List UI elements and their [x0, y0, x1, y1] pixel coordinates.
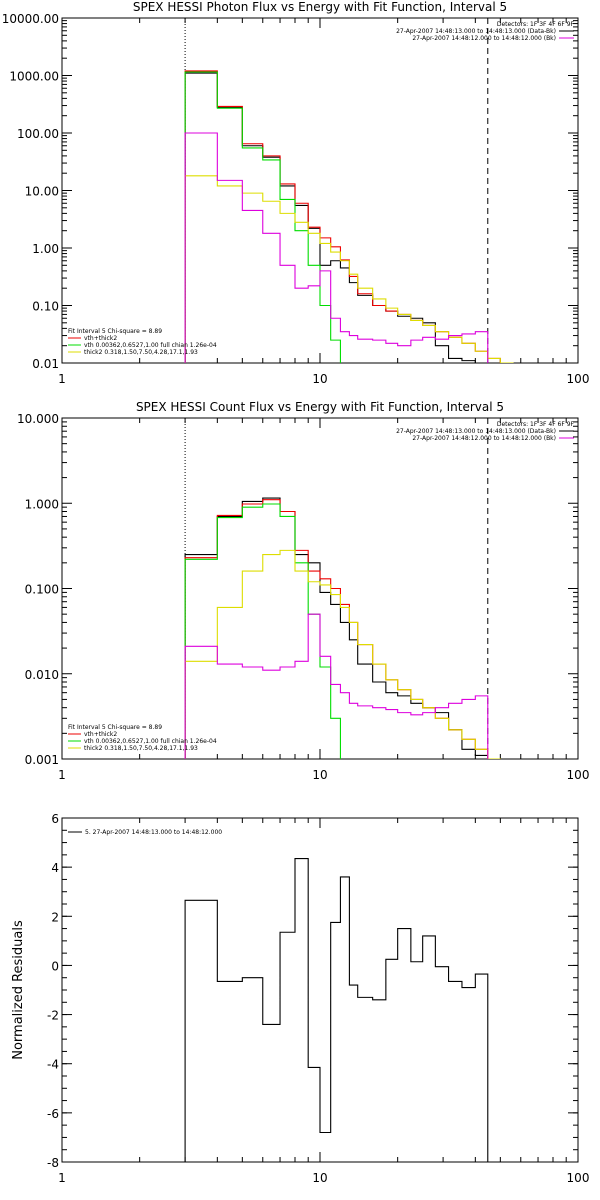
chart-panel-1: SPEX HESSI Photon Flux vs Energy with Fi…	[2, 0, 590, 386]
y-axis-label: Normalized Residuals	[11, 920, 26, 1060]
y-tick-label: 0.10	[32, 300, 59, 314]
y-tick-label: 0.100	[25, 583, 59, 597]
y-tick-label: 1.00	[32, 242, 59, 256]
series-data-line	[184, 857, 489, 1162]
chart-title: SPEX HESSI Photon Flux vs Energy with Fi…	[133, 0, 507, 14]
y-tick-label: 0.01	[32, 357, 59, 371]
y-tick-label: -4	[47, 1058, 59, 1072]
series-data-line	[184, 72, 489, 363]
legend-top: 5. 27-Apr-2007 14:48:13.000 to 14:48:12.…	[68, 829, 222, 836]
x-tick-label: 100	[567, 372, 590, 386]
data-layer	[184, 857, 489, 1162]
chart-title: SPEX HESSI Count Flux vs Energy with Fit…	[136, 400, 504, 414]
x-tick-label: 100	[567, 1171, 590, 1185]
legend-header: Fit Interval 5 Chi-square = 8.89	[68, 724, 162, 731]
x-tick-label: 10	[312, 768, 327, 782]
y-tick-label: 0.010	[25, 668, 59, 682]
legend-entry-label: 5. 27-Apr-2007 14:48:13.000 to 14:48:12.…	[85, 829, 222, 836]
legend-entry-label: thick2 0.318,1.50,7.50,4.28,17.1,1.93	[84, 349, 198, 356]
series-vth-line	[184, 71, 341, 363]
series-thick2-line	[184, 175, 514, 363]
y-tick-label: 10.00	[25, 185, 59, 199]
y-tick-label: 6	[51, 812, 59, 826]
legend-entry-label: vth 0.00362,0.6527,1.00 full chian 1.26e…	[84, 738, 217, 745]
series-background-line	[184, 613, 489, 759]
legend-header: Detectors: 1F 3F 4F 6F 9F	[497, 21, 575, 28]
x-tick-label: 100	[567, 768, 590, 782]
legend-header: Detectors: 1F 3F 4F 6F 9F	[497, 421, 575, 428]
plot-frame	[61, 17, 579, 364]
x-tick-label: 1	[58, 768, 66, 782]
series-total_fit-line	[184, 70, 514, 363]
legend-entry-label: 27-Apr-2007 14:48:13.000 to 14:48:13.000…	[396, 428, 556, 435]
series-vth-line	[184, 503, 341, 759]
series-data-line	[184, 497, 489, 759]
chart-panel-2: SPEX HESSI Count Flux vs Energy with Fit…	[17, 400, 590, 782]
y-tick-label: 0	[51, 959, 59, 973]
x-tick-label: 10	[312, 372, 327, 386]
legend-entry-label: 27-Apr-2007 14:48:13.000 to 14:48:13.000…	[396, 28, 556, 35]
y-tick-label: -8	[47, 1156, 59, 1170]
y-tick-label: 1.000	[25, 497, 59, 511]
y-tick-label: 4	[51, 861, 59, 875]
legend-bottom: Fit Interval 5 Chi-square = 8.89vth+thic…	[68, 724, 217, 752]
data-layer	[184, 497, 501, 759]
x-tick-label: 10	[312, 1171, 327, 1185]
legend-entry-label: thick2 0.318,1.50,7.50,4.28,17.1,1.93	[84, 745, 198, 752]
x-tick-label: 1	[58, 372, 66, 386]
data-layer	[184, 70, 514, 363]
legend-entry-label: vth+thick2	[84, 731, 117, 738]
legend-bottom: Fit Interval 5 Chi-square = 8.89vth+thic…	[68, 328, 217, 356]
x-tick-label: 1	[58, 1171, 66, 1185]
legend-entry-label: vth+thick2	[84, 335, 117, 342]
legend-entry-label: 27-Apr-2007 14:48:12.000 to 14:48:12.000…	[412, 35, 556, 42]
y-tick-label: 10000.00	[2, 12, 59, 26]
y-tick-label: 0.001	[25, 753, 59, 767]
y-tick-label: 10.000	[17, 412, 59, 426]
y-tick-label: -2	[47, 1009, 59, 1023]
chart-panel-3: 1 10 100 -8 -6 -4 -2 0 2 4 6 Normalized Residuals 5.…	[11, 812, 589, 1185]
legend-entry-label: vth 0.00362,0.6527,1.00 full chian 1.26e…	[84, 342, 217, 349]
legend-entry-label: 27-Apr-2007 14:48:12.000 to 14:48:12.000…	[412, 435, 556, 442]
y-tick-label: -6	[47, 1107, 59, 1121]
y-tick-label: 1000.00	[9, 70, 59, 84]
series-background-line	[184, 132, 489, 363]
y-tick-label: 2	[51, 910, 59, 924]
legend-header: Fit Interval 5 Chi-square = 8.89	[68, 328, 162, 335]
y-tick-label: 100.00	[17, 127, 59, 141]
